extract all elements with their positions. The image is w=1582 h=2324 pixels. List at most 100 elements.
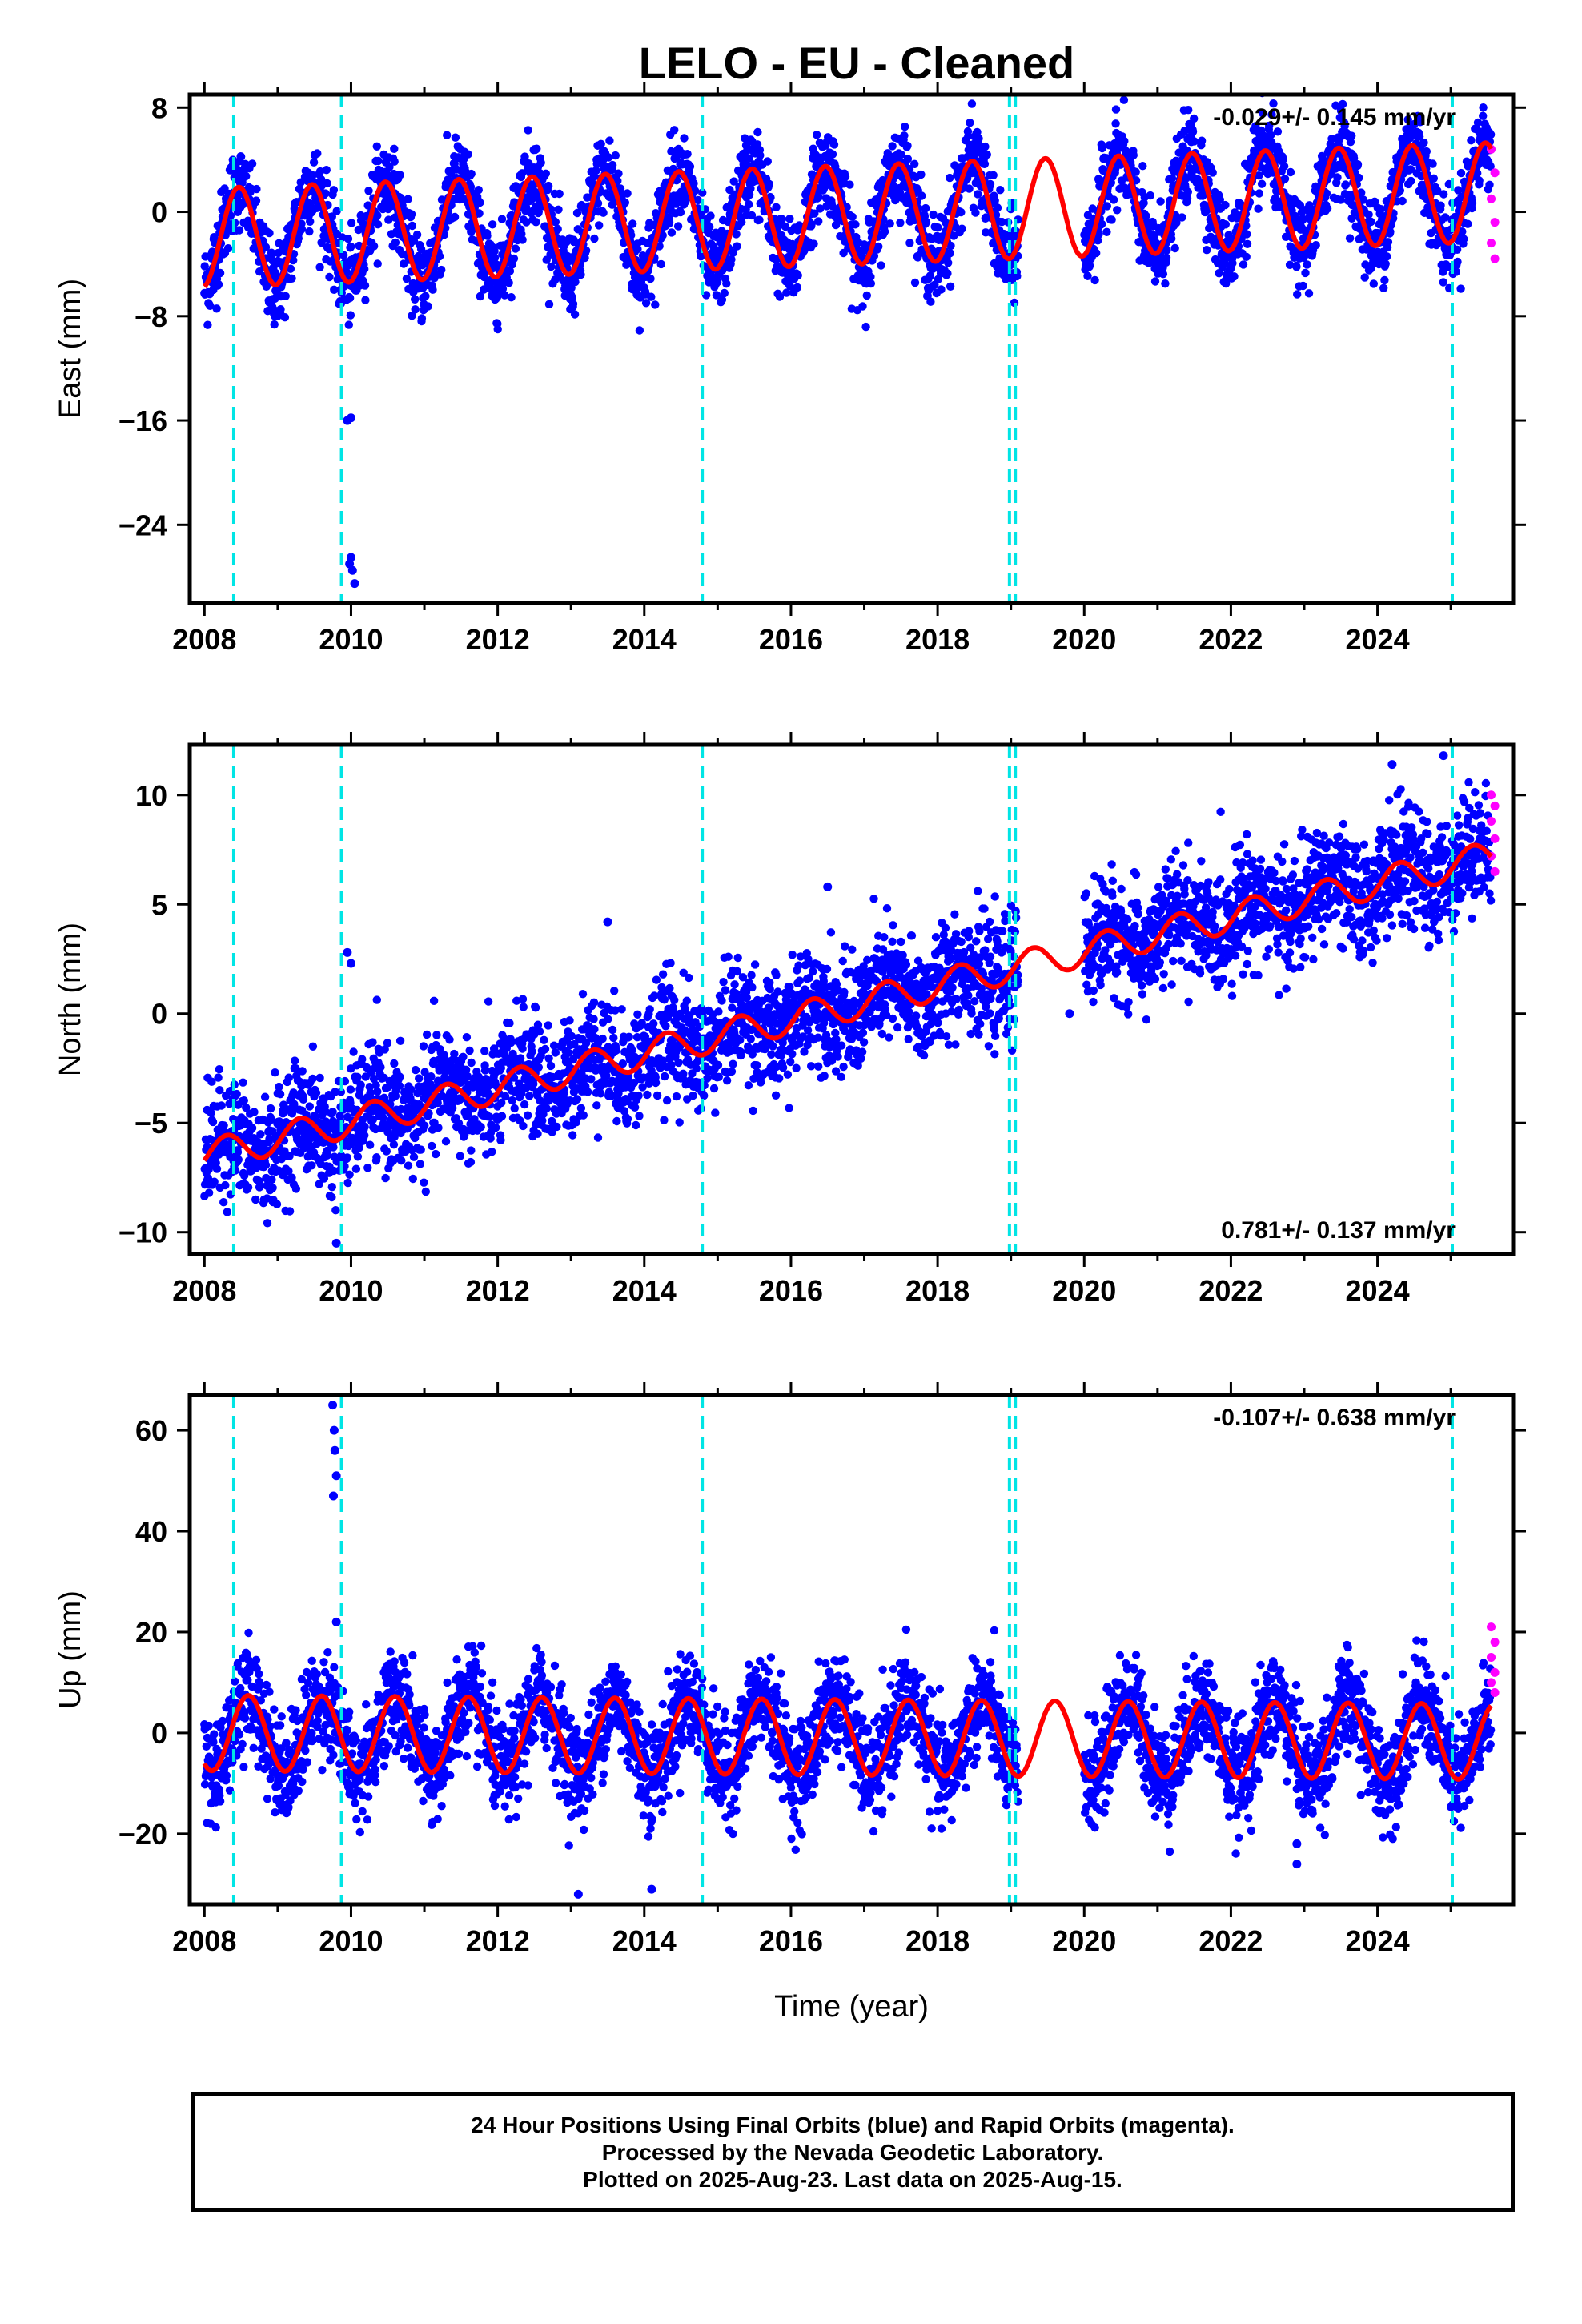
north-final-point (589, 1015, 598, 1023)
north-final-point (525, 1092, 534, 1100)
north-final-point (518, 995, 528, 1003)
east-final-point (1221, 200, 1230, 210)
east-final-point (1456, 168, 1466, 178)
east-final-point (1439, 278, 1448, 287)
east-final-point (568, 293, 576, 302)
east-final-point (1486, 130, 1496, 139)
east-final-point (347, 219, 356, 227)
east-final-point (206, 301, 215, 310)
east-final-point (1379, 283, 1388, 292)
east-final-point (332, 207, 341, 215)
east-final-point (1094, 230, 1103, 239)
east-final-point (518, 235, 527, 244)
east-final-point (1383, 238, 1393, 247)
east-final-point (712, 291, 721, 300)
east-final-point (848, 212, 857, 221)
east-final-point (1243, 230, 1251, 239)
east-final-point (901, 122, 909, 131)
north-final-point (266, 1104, 275, 1113)
east-final-point (235, 226, 244, 235)
east-final-point (658, 231, 667, 240)
east-final-point (1162, 253, 1171, 262)
north-final-point (214, 1073, 223, 1082)
east-final-point (623, 189, 632, 198)
north-final-point (308, 1042, 318, 1051)
east-final-point (1355, 173, 1363, 183)
east-final-point (647, 292, 656, 301)
north-final-point (488, 1148, 496, 1156)
east-final-point (493, 324, 502, 334)
north-final-point (271, 1068, 279, 1077)
north-final-point (419, 1042, 428, 1051)
east-final-point (722, 279, 731, 288)
east-final-point (926, 271, 935, 280)
north-final-point (247, 1124, 257, 1132)
east-final-point (633, 244, 642, 254)
north-final-point (299, 1095, 308, 1104)
east-final-point (628, 219, 637, 228)
east-final-point (763, 157, 772, 166)
east-final-point (451, 133, 460, 142)
north-final-point (291, 1056, 299, 1065)
north-final-point (480, 1047, 489, 1055)
north-final-point (390, 1059, 399, 1068)
north-final-point (275, 1082, 283, 1092)
north-final-point (284, 1073, 293, 1082)
north-final-point (353, 1072, 362, 1082)
east-final-point (706, 211, 715, 220)
east-final-point (247, 159, 257, 168)
north-final-point (465, 1046, 474, 1055)
east-final-point (841, 172, 850, 181)
north-final-point (531, 1003, 540, 1012)
east-final-point (524, 126, 532, 135)
east-final-point (385, 163, 394, 171)
east-final-point (745, 154, 753, 163)
east-final-point (665, 217, 674, 227)
east-final-point (828, 150, 837, 159)
east-rate-annotation: -0.029+/- 0.145 mm/yr (1213, 104, 1456, 131)
east-rapid-point (1487, 194, 1496, 203)
east-final-point (1475, 176, 1484, 185)
east-final-point (888, 142, 897, 151)
east-final-point (532, 144, 541, 153)
north-final-point (329, 1143, 338, 1152)
north-final-point (535, 1027, 544, 1036)
east-x-tick-label: 2012 (466, 623, 530, 656)
east-final-point (372, 142, 381, 151)
east-final-point (1142, 211, 1150, 220)
east-final-point (369, 242, 379, 251)
east-final-point (605, 136, 614, 145)
north-final-point (315, 1073, 324, 1083)
east-final-point (567, 283, 576, 292)
north-final-point (416, 1160, 424, 1168)
north-final-point (546, 1061, 556, 1071)
east-final-point (411, 305, 420, 314)
east-final-point (693, 195, 702, 205)
east-final-point (1257, 179, 1267, 188)
east-final-point (360, 264, 369, 274)
east-final-point (572, 208, 582, 218)
north-final-point (416, 1145, 425, 1154)
east-y-tick-label: −8 (135, 300, 167, 333)
east-final-point (713, 278, 722, 287)
north-final-point (421, 1187, 430, 1196)
north-final-point (496, 1136, 505, 1145)
east-final-point (521, 203, 531, 211)
east-final-point (363, 201, 372, 210)
east-final-point (200, 262, 209, 271)
north-final-point (366, 1140, 375, 1149)
east-final-point (1473, 118, 1483, 127)
north-final-point (331, 1206, 340, 1215)
east-final-point (1422, 147, 1431, 156)
east-final-point (685, 162, 695, 171)
east-final-point (705, 223, 714, 231)
east-final-point (360, 281, 370, 290)
north-final-point (429, 996, 439, 1006)
east-final-point (373, 259, 382, 268)
east-final-point (505, 267, 515, 275)
north-final-point (462, 1033, 472, 1042)
north-final-point (204, 1188, 214, 1197)
north-final-point (267, 1175, 276, 1184)
north-final-point (528, 1047, 536, 1056)
east-final-point (476, 198, 484, 207)
